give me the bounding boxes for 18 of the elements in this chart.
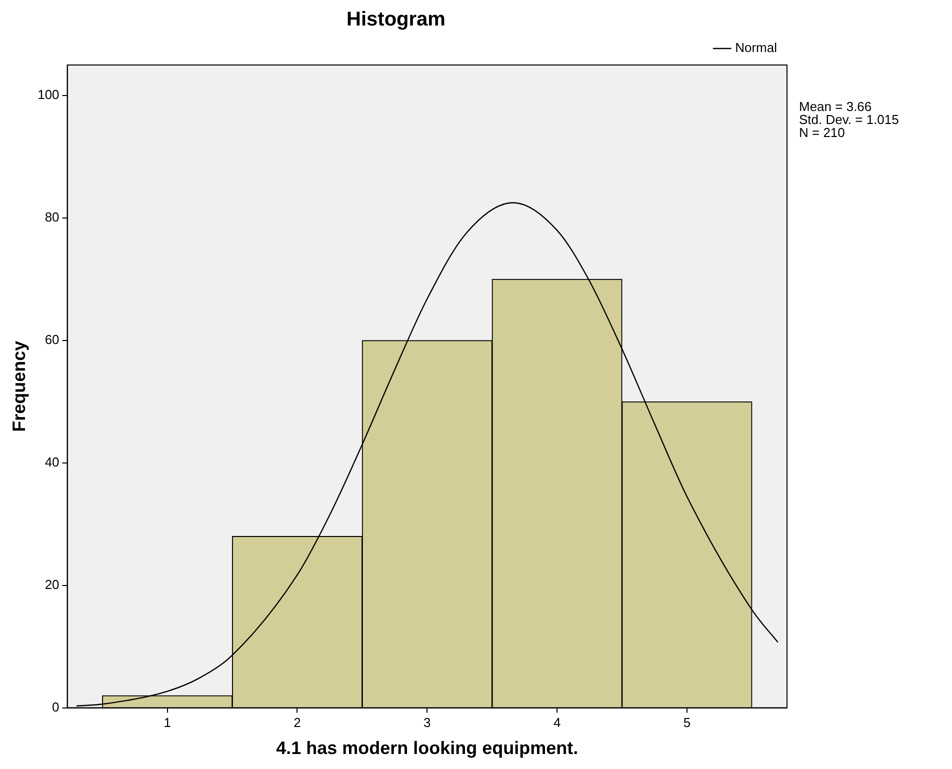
y-tick-label: 20 — [44, 576, 60, 592]
y-tick-label: 80 — [44, 210, 60, 225]
x-tick-label: 4 — [553, 715, 561, 730]
x-tick-label: 2 — [294, 715, 301, 730]
text: Std. Dev. = 1.015 — [799, 112, 899, 128]
y-tick-label: 0 — [52, 699, 60, 714]
x-tick-label: 3 — [424, 715, 431, 730]
text: N = 210 — [799, 125, 845, 140]
legend-label: Normal — [735, 40, 778, 56]
x-tick-label: 5 — [683, 715, 691, 730]
y-axis-title: Frequency — [8, 340, 29, 432]
y-tick-label: 100 — [38, 87, 60, 102]
text: Mean = 3.66 — [799, 99, 872, 114]
x-axis-title: 4.1 has modern looking equipment. — [276, 738, 578, 758]
x-tick-label: 1 — [164, 715, 171, 730]
y-tick-label: 40 — [44, 454, 60, 470]
y-tick-label: 60 — [44, 332, 60, 348]
chart-title: Histogram — [346, 8, 446, 31]
